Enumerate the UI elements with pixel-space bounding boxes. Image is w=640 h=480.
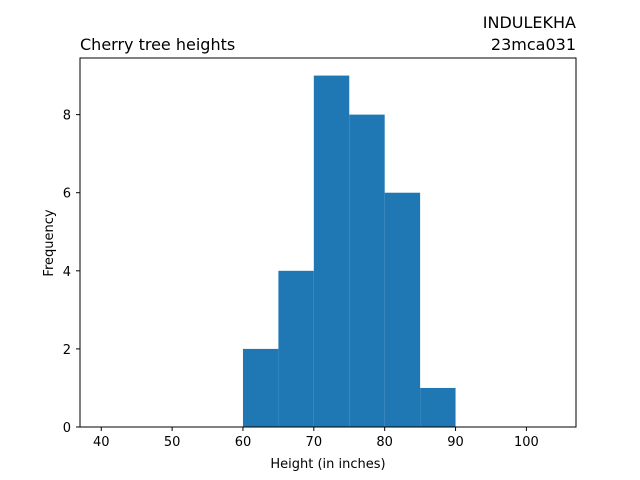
y-tick-label: 6 [63,187,71,202]
x-tick-label: 60 [235,435,252,450]
histogram-bar-80-85 [384,192,421,427]
y-tick-label: 0 [63,421,71,436]
x-tick-label: 90 [447,435,464,450]
plot-frame [79,57,577,428]
y-axis-label: Frequency [42,209,57,276]
x-axis-label: Height (in inches) [270,457,385,472]
x-tick-label: 100 [514,435,539,450]
histogram-bar-85-90 [420,387,456,427]
y-tick-label: 8 [63,109,71,124]
x-tick-label: 40 [93,435,110,450]
histogram-bar-75-80 [349,114,385,427]
histogram-bar-60-65 [242,348,279,427]
x-tick-label: 70 [306,435,323,450]
x-tick-label: 80 [376,435,393,450]
x-axis: 40 50 60 70 80 90 100 [93,427,539,450]
histogram-bar-65-70 [278,270,314,427]
y-tick-label: 4 [63,265,71,280]
histogram-bar-70-75 [313,75,350,428]
annotation-id: 23mca031 [491,35,576,54]
y-tick-label: 2 [63,343,71,358]
annotation-name: INDULEKHA [483,13,576,32]
chart-title: Cherry tree heights [80,35,235,54]
histogram-bars [242,75,456,428]
x-tick-label: 50 [164,435,181,450]
y-axis: 0 2 4 6 8 [63,109,80,436]
